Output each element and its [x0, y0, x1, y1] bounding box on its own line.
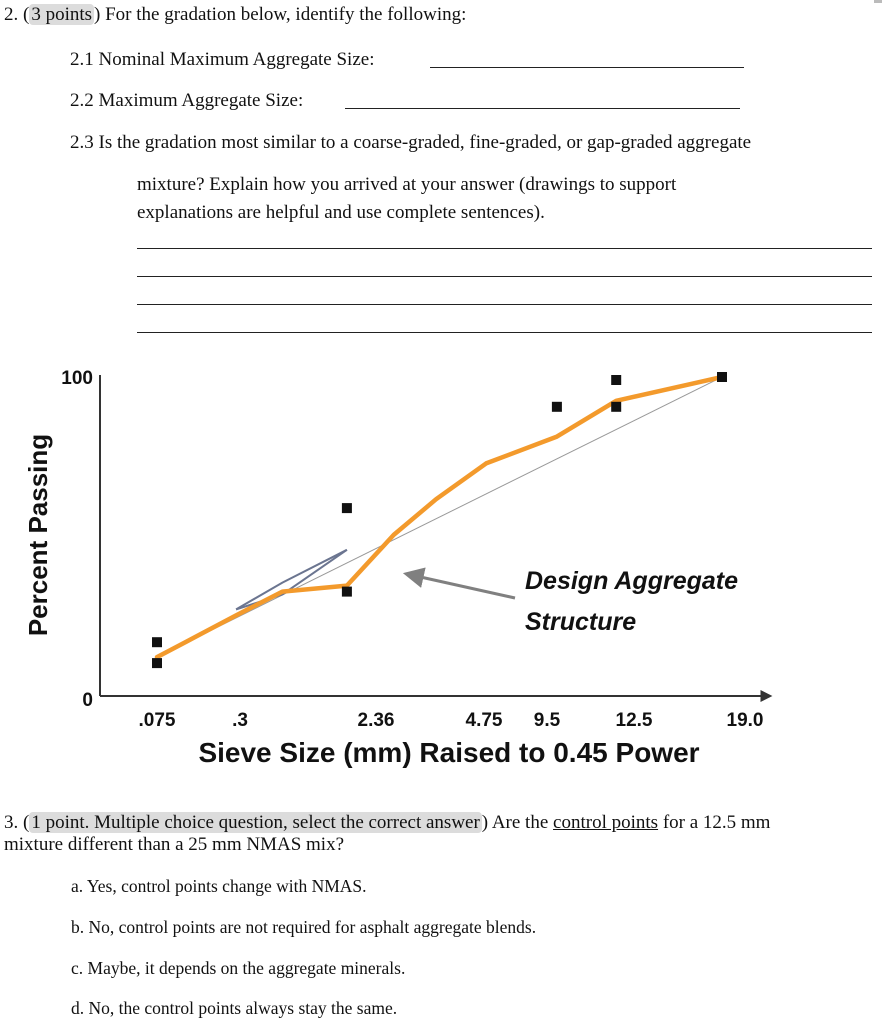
y-axis-title: Percent Passing	[23, 434, 53, 636]
q3-line-1: 3. (1 point. Multiple choice question, s…	[4, 812, 770, 834]
x-tick-12-5: 12.5	[616, 710, 653, 731]
q2-item-2: 2.2 Maximum Aggregate Size:	[70, 90, 304, 111]
q3-option-c[interactable]: c. Maybe, it depends on the aggregate mi…	[71, 958, 406, 978]
answer-line-2-2[interactable]	[345, 108, 740, 109]
q2-item-3-cont-1: mixture? Explain how you arrived at your…	[137, 174, 677, 195]
q2-heading: 2. (3 points) For the gradation below, i…	[4, 4, 466, 26]
x-tick-9-5: 9.5	[534, 710, 561, 731]
control-point-8	[717, 372, 727, 382]
answer-line-2-3d[interactable]	[137, 332, 872, 333]
answer-line-2-3b[interactable]	[137, 276, 872, 277]
q3-option-b[interactable]: b. No, control points are not required f…	[71, 917, 537, 937]
x-axis-title: Sieve Size (mm) Raised to 0.45 Power	[198, 737, 699, 768]
q3-points-badge: 1 point. Multiple choice question, selec…	[29, 812, 482, 833]
answer-line-2-1[interactable]	[430, 67, 744, 68]
y-tick-100: 100	[61, 368, 93, 389]
annotation-arrow	[402, 567, 516, 600]
control-point-1	[152, 637, 162, 648]
answer-line-2-3a[interactable]	[137, 248, 872, 249]
control-points	[152, 372, 727, 669]
control-point-4	[341, 586, 352, 597]
control-point-7	[611, 401, 622, 412]
control-point-3	[341, 503, 352, 514]
x-tick-19-0: 19.0	[727, 710, 764, 731]
q3-number: 3. (	[4, 812, 30, 833]
q2-item-1: 2.1 Nominal Maximum Aggregate Size:	[70, 49, 375, 70]
control-point-5	[551, 401, 562, 412]
x-tick-2-36: 2.36	[358, 710, 395, 731]
y-tick-0: 0	[82, 690, 93, 711]
gradation-chart: Percent Passing 100 0 .075 .3 2.36 4.75 …	[23, 368, 773, 768]
q3-text-a: ) Are the	[481, 812, 554, 833]
q3-option-d[interactable]: d. No, the control points always stay th…	[71, 998, 398, 1018]
q3-text-b: for a 12.5 mm	[658, 812, 771, 833]
x-tick-0-3: .3	[232, 710, 248, 731]
design-aggregate-line	[154, 374, 725, 660]
q2-item-3-cont-2: explanations are helpful and use complet…	[137, 202, 545, 223]
annotation-line-2: Structure	[525, 608, 636, 636]
q2-points-badge: 3 points	[29, 4, 95, 25]
control-points-link[interactable]: control points	[553, 812, 659, 833]
q3-option-a[interactable]: a. Yes, control points change with NMAS.	[71, 876, 367, 896]
x-tick-075: .075	[139, 710, 176, 731]
q2-number: 2. (	[4, 4, 30, 25]
restricted-zone-upper	[235, 548, 348, 611]
annotation-line-1: Design Aggregate	[525, 567, 738, 595]
x-tick-4-75: 4.75	[466, 710, 503, 731]
control-point-6	[611, 375, 622, 385]
max-density-line	[156, 376, 723, 658]
q2-item-3: 2.3 Is the gradation most similar to a c…	[70, 132, 752, 153]
corner-mark	[874, 0, 882, 3]
q2-intro: ) For the gradation below, identify the …	[94, 4, 467, 25]
restricted-zone-lower	[235, 548, 348, 611]
control-point-2	[152, 658, 162, 669]
q3-line-2: mixture different than a 25 mm NMAS mix?	[4, 834, 345, 855]
answer-line-2-3c[interactable]	[137, 304, 872, 305]
